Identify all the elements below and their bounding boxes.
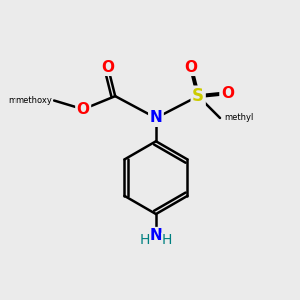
Text: H: H bbox=[162, 233, 172, 247]
Text: O: O bbox=[184, 59, 197, 74]
Text: O: O bbox=[77, 102, 90, 117]
Text: methoxy: methoxy bbox=[16, 96, 52, 105]
Text: N: N bbox=[150, 228, 162, 243]
Text: methoxy: methoxy bbox=[8, 96, 45, 105]
Text: H: H bbox=[140, 233, 150, 247]
Text: methyl: methyl bbox=[224, 113, 254, 122]
Text: S: S bbox=[192, 87, 204, 105]
Text: O: O bbox=[101, 59, 114, 74]
Text: N: N bbox=[150, 110, 162, 125]
Text: O: O bbox=[221, 86, 234, 101]
